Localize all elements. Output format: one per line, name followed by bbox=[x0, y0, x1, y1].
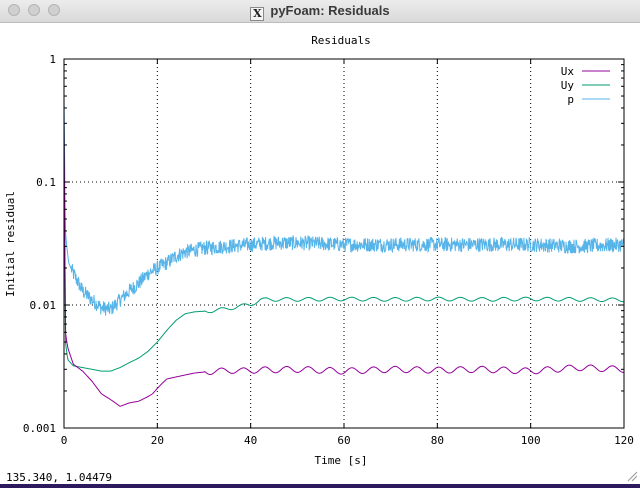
legend-label-uy: Uy bbox=[561, 79, 575, 92]
series-line-uy bbox=[63, 123, 625, 372]
y-tick-label: 0.01 bbox=[30, 299, 57, 312]
x-tick-label: 80 bbox=[431, 434, 444, 447]
window-title: pyFoam: Residuals bbox=[270, 3, 390, 18]
chart-title: Residuals bbox=[311, 34, 371, 47]
zoom-window-button[interactable] bbox=[48, 4, 60, 16]
series-layer bbox=[63, 96, 625, 407]
minimize-window-button[interactable] bbox=[28, 4, 40, 16]
x-tick-label: 120 bbox=[614, 434, 634, 447]
x-tick-label: 20 bbox=[151, 434, 164, 447]
close-window-button[interactable] bbox=[8, 4, 20, 16]
y-tick-label: 0.1 bbox=[36, 176, 56, 189]
series-line-p bbox=[63, 96, 625, 316]
y-tick-label: 0.001 bbox=[23, 422, 56, 435]
tick-layer: 0 20 40 60 80 100 120 0.001 0.01 0.1 1 bbox=[23, 53, 634, 447]
residuals-chart: 0 20 40 60 80 100 120 0.001 0.01 0.1 1 Residuals T… bbox=[4, 34, 634, 467]
y-tick-label: 1 bbox=[49, 53, 56, 66]
x-tick-label: 60 bbox=[337, 434, 350, 447]
y-axis-label: Initial residual bbox=[4, 191, 17, 297]
x11-app-icon: X bbox=[250, 7, 265, 21]
plot-area[interactable]: 0 20 40 60 80 100 120 0.001 0.01 0.1 1 Residuals T… bbox=[0, 23, 640, 483]
x-tick-label: 40 bbox=[244, 434, 257, 447]
x-axis-label: Time [s] bbox=[315, 454, 368, 467]
x-tick-label: 0 bbox=[61, 434, 68, 447]
window-bottom-edge bbox=[0, 484, 640, 488]
series-line-ux bbox=[63, 115, 625, 407]
legend-label-ux: Ux bbox=[561, 65, 575, 78]
legend-label-p: p bbox=[567, 93, 574, 106]
status-coordinates: 135.340, 1.04479 bbox=[6, 471, 112, 484]
resize-grip-icon[interactable] bbox=[626, 470, 638, 482]
x-tick-label: 100 bbox=[521, 434, 541, 447]
